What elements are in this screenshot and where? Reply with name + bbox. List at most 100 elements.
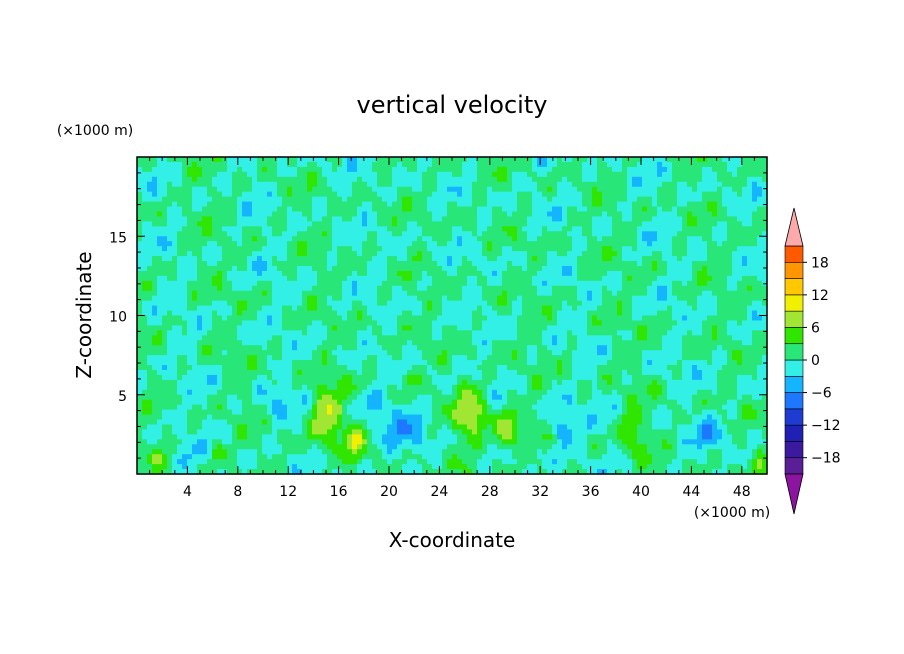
field-cell bbox=[477, 414, 518, 421]
field-cell bbox=[272, 191, 278, 198]
field-cell bbox=[137, 261, 153, 267]
field-cell bbox=[682, 221, 688, 227]
field-cell bbox=[147, 384, 178, 391]
field-cell bbox=[637, 330, 648, 336]
field-cell bbox=[377, 171, 393, 178]
field-cell bbox=[412, 424, 423, 431]
field-cell bbox=[357, 464, 373, 470]
field-cell bbox=[137, 251, 178, 257]
field-cell bbox=[232, 434, 238, 440]
field-cell bbox=[342, 315, 348, 322]
field-cell bbox=[432, 216, 443, 222]
field-cell bbox=[727, 285, 738, 292]
field-cell bbox=[337, 384, 358, 391]
field-cell bbox=[542, 340, 553, 346]
field-cell bbox=[552, 350, 563, 356]
field-cell bbox=[562, 469, 588, 475]
field-cell bbox=[317, 275, 348, 282]
field-cell bbox=[192, 295, 198, 302]
field-cell bbox=[412, 439, 423, 445]
field-cell bbox=[182, 226, 203, 232]
field-cell bbox=[392, 409, 403, 416]
field-cell bbox=[702, 265, 708, 272]
field-cell bbox=[747, 459, 753, 465]
field-cell bbox=[627, 404, 643, 411]
field-cell bbox=[572, 365, 598, 371]
field-cell bbox=[572, 350, 598, 356]
field-cell bbox=[367, 424, 388, 431]
field-cell bbox=[252, 206, 278, 213]
field-cell bbox=[352, 399, 368, 406]
field-cell bbox=[717, 335, 733, 341]
field-cell bbox=[697, 365, 723, 371]
field-cell bbox=[202, 315, 213, 322]
field-cell bbox=[262, 439, 278, 445]
field-cell bbox=[462, 290, 483, 297]
field-cell bbox=[482, 394, 488, 401]
field-cell bbox=[227, 449, 238, 455]
field-cell bbox=[232, 429, 238, 435]
field-cell bbox=[357, 280, 383, 287]
field-cell bbox=[737, 360, 743, 366]
field-cell bbox=[482, 270, 493, 277]
field-cell bbox=[167, 345, 198, 351]
field-cell bbox=[572, 236, 588, 242]
field-cell bbox=[652, 409, 673, 416]
field-cell bbox=[647, 330, 668, 336]
field-cell bbox=[312, 355, 323, 361]
field-cell bbox=[352, 300, 363, 307]
field-cell bbox=[402, 449, 413, 455]
field-cell bbox=[697, 186, 718, 193]
field-cell bbox=[567, 231, 583, 237]
field-cell bbox=[482, 374, 498, 381]
field-cell bbox=[527, 231, 543, 237]
field-cell bbox=[537, 449, 543, 455]
colorbar-level bbox=[784, 310, 804, 328]
field-cell bbox=[482, 310, 498, 317]
field-cell bbox=[482, 389, 488, 396]
field-cell bbox=[387, 275, 403, 282]
field-cell bbox=[697, 275, 713, 282]
field-cell bbox=[237, 464, 258, 470]
field-cell bbox=[542, 394, 563, 401]
field-cell bbox=[192, 389, 218, 396]
field-cell bbox=[377, 469, 403, 475]
field-cell bbox=[427, 166, 463, 173]
field-cell bbox=[442, 404, 458, 411]
field-cell bbox=[377, 369, 408, 376]
field-cell bbox=[137, 171, 183, 178]
field-cell bbox=[687, 315, 708, 322]
field-cell bbox=[522, 265, 528, 272]
field-cell bbox=[197, 340, 243, 346]
field-cell bbox=[382, 325, 398, 331]
field-cell bbox=[557, 365, 563, 371]
field-cell bbox=[317, 345, 338, 351]
field-cell bbox=[147, 315, 163, 322]
field-cell bbox=[267, 166, 278, 173]
field-cell bbox=[612, 389, 618, 396]
colorbar-tick-label: 0 bbox=[811, 353, 820, 369]
field-cell bbox=[662, 374, 673, 381]
field-cell bbox=[212, 439, 223, 445]
field-cell bbox=[422, 464, 433, 470]
field-cell bbox=[332, 394, 348, 401]
field-cell bbox=[217, 171, 233, 178]
field-cell bbox=[477, 365, 498, 371]
field-cell bbox=[267, 419, 273, 426]
field-cell bbox=[447, 444, 473, 450]
field-cell bbox=[712, 429, 723, 435]
field-cell bbox=[462, 261, 473, 267]
field-cell bbox=[627, 171, 658, 178]
field-cell bbox=[317, 409, 328, 416]
field-cell bbox=[332, 226, 388, 232]
field-cell bbox=[202, 166, 228, 173]
field-cell bbox=[632, 181, 643, 188]
field-cell bbox=[652, 360, 678, 366]
y-tick-label: 5 bbox=[118, 389, 127, 405]
field-cell bbox=[757, 241, 768, 247]
x-axis-ticks: 4 8 12 16 20 24 28 32 36 40 44 48 bbox=[149, 157, 755, 500]
field-cell bbox=[377, 285, 393, 292]
field-cell bbox=[387, 444, 398, 450]
field-cell bbox=[562, 157, 573, 163]
field-cell bbox=[197, 464, 238, 470]
